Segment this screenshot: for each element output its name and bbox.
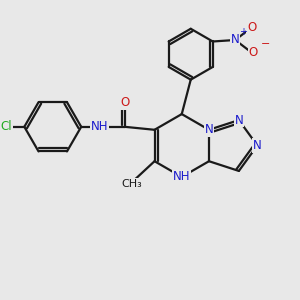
Text: Cl: Cl <box>1 120 12 133</box>
Text: +: + <box>239 27 247 37</box>
Text: N: N <box>231 34 240 46</box>
Text: NH: NH <box>90 120 108 133</box>
Text: CH₃: CH₃ <box>122 179 142 189</box>
Text: −: − <box>260 39 270 49</box>
Text: N: N <box>235 114 243 127</box>
Text: O: O <box>120 96 129 110</box>
Text: N: N <box>253 139 262 152</box>
Text: NH: NH <box>173 170 190 183</box>
Text: O: O <box>249 46 258 59</box>
Text: O: O <box>247 21 256 34</box>
Text: N: N <box>205 123 213 136</box>
